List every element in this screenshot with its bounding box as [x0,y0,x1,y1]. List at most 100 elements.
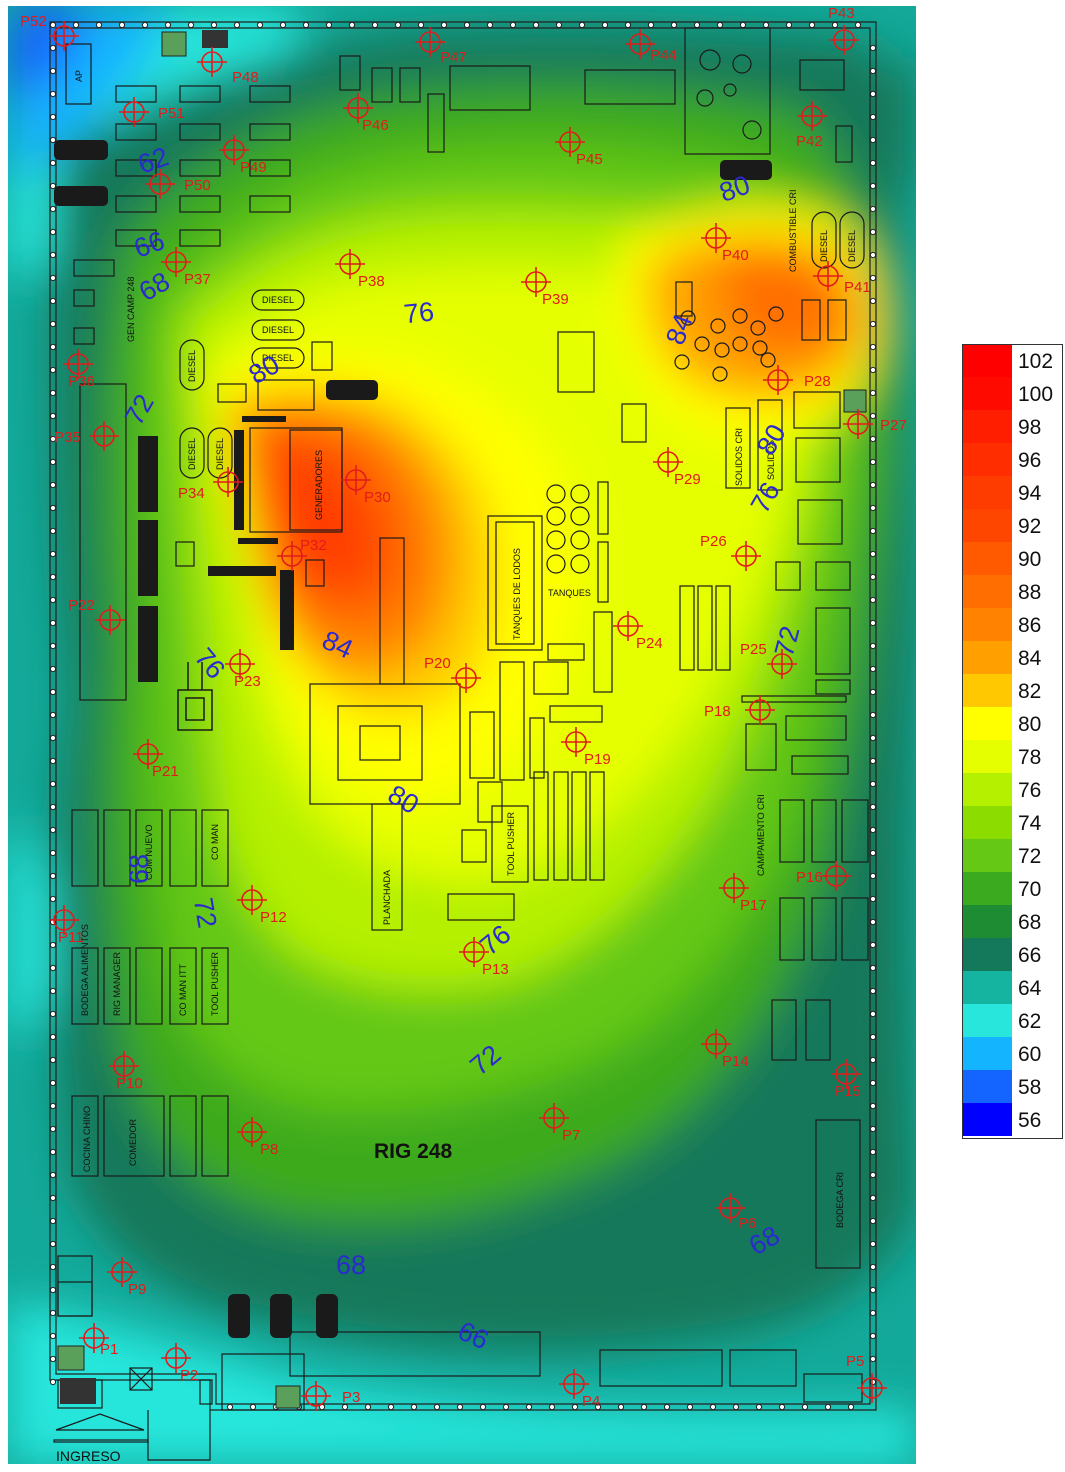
legend-value: 90 [1018,548,1042,571]
fence-post [869,389,877,397]
legend-value: 56 [1018,1109,1042,1132]
measurement-point-p40: P40 [701,223,749,264]
fence-post [95,21,103,29]
fence-post [869,1125,877,1133]
fence-post [831,21,839,29]
measurement-point-p29: P29 [653,447,701,488]
fence-post [49,228,57,236]
fence-post [869,550,877,558]
point-label: P34 [178,485,205,502]
measurement-point-p11: P11 [49,905,84,946]
measurement-point-p4: P4 [559,1369,600,1410]
fence-post [670,21,678,29]
fence-post [869,274,877,282]
fence-post [709,1403,717,1411]
fence-post [49,780,57,788]
point-label: P30 [364,489,391,506]
legend-entry: 82 [962,674,1064,707]
fence-post [869,1079,877,1087]
fence-post [869,872,877,880]
point-label: P11 [58,929,84,946]
fence-post [49,1332,57,1340]
point-label: P20 [424,655,451,672]
fence-post [869,435,877,443]
legend-swatch [962,1037,1012,1070]
fence-post [869,619,877,627]
fence-post [869,688,877,696]
fence-post [869,757,877,765]
point-label: P45 [576,151,603,168]
legend-entry: 64 [962,971,1064,1004]
building-label-tanques: TANQUES [548,588,591,598]
fence-post [371,21,379,29]
forklift-icon [177,662,213,731]
fence-post [325,21,333,29]
measurement-point-p46: P46 [343,93,389,134]
point-label: P1 [100,1341,118,1358]
point-label: P21 [152,763,179,780]
noise-contour-map: AP GEN CAMP 248 DIESEL DIESEL DIESEL DIE… [8,5,916,1464]
legend-swatch [962,476,1012,509]
building-label-solidos: SOLIDOS [766,440,776,480]
fence-post [49,1378,57,1386]
fence-post [716,21,724,29]
building-label-rig-manager: RIG MANAGER [112,951,122,1016]
fence-post [555,21,563,29]
fence-post [49,1194,57,1202]
fence-post [578,21,586,29]
fence-post [509,21,517,29]
fence-post [49,527,57,535]
fence-post [49,1309,57,1317]
fence-post [49,711,57,719]
fence-post [49,688,57,696]
building-label-co-man-itt: CO MAN ITT [178,964,188,1016]
fence-post [49,1079,57,1087]
legend-swatch [962,905,1012,938]
fence-post [233,21,241,29]
legend-entry: 56 [962,1103,1064,1136]
fence-post [532,21,540,29]
measurement-point-p24: P24 [613,611,663,652]
fence-post [869,1309,877,1317]
fence-post [601,21,609,29]
measurement-point-p1: P1 [79,1323,118,1358]
legend-value: 92 [1018,515,1042,538]
fence-post [801,1403,809,1411]
fence-post [341,1403,349,1411]
point-label: P43 [828,5,855,22]
fence-post [869,1102,877,1110]
point-label: P40 [722,247,749,264]
legend-value: 74 [1018,812,1042,835]
fence-post [869,504,877,512]
fence-post [49,182,57,190]
fence-post [869,780,877,788]
legend-entry: 60 [962,1037,1064,1070]
measurement-point-p9: P9 [107,1257,146,1298]
fence-post [869,366,877,374]
measurement-point-p3: P3 [301,1381,360,1411]
fence-post [49,987,57,995]
entrance-label: INGRESO [56,1448,121,1464]
fence-post [49,136,57,144]
point-label: P9 [128,1281,146,1298]
fence-post [463,21,471,29]
fence-post [869,849,877,857]
fence-post [869,458,877,466]
fence-post [49,596,57,604]
fence-post [49,573,57,581]
measurement-point-p30: P30 [341,465,391,506]
point-label: P49 [240,159,267,176]
fence-post [869,159,877,167]
measurement-point-p42: P42 [796,101,827,150]
point-label: P37 [184,271,211,288]
legend-swatch [962,542,1012,575]
fence-post [869,1332,877,1340]
legend-entry: 92 [962,509,1064,542]
legend-entry: 96 [962,443,1064,476]
fence-post [49,1125,57,1133]
point-label: P46 [362,117,389,134]
point-label: P18 [704,703,731,720]
fence-post [869,573,877,581]
point-label: P25 [740,641,767,658]
measurement-point-p18: P18 [704,695,775,725]
